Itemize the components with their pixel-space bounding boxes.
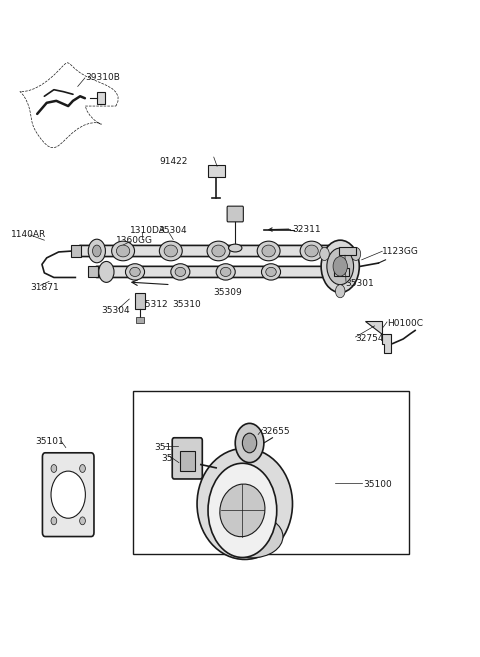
Text: 35312: 35312 [139, 300, 168, 309]
Ellipse shape [216, 263, 235, 280]
Circle shape [93, 245, 101, 257]
Bar [97, 93, 106, 104]
Circle shape [51, 471, 85, 518]
Ellipse shape [212, 245, 225, 257]
Polygon shape [20, 62, 118, 148]
Text: H0100C: H0100C [387, 319, 423, 328]
Ellipse shape [220, 267, 231, 277]
Circle shape [235, 423, 264, 463]
Text: 35310: 35310 [172, 300, 201, 309]
Text: 1140AR: 1140AR [11, 231, 46, 239]
FancyBboxPatch shape [42, 453, 94, 537]
Text: 35309: 35309 [214, 288, 242, 297]
Circle shape [242, 433, 257, 453]
Circle shape [351, 248, 360, 260]
Text: 32655: 32655 [262, 427, 290, 436]
Ellipse shape [305, 245, 318, 257]
Ellipse shape [257, 241, 280, 261]
Circle shape [51, 517, 57, 525]
Text: 32754: 32754 [356, 334, 384, 344]
Text: 35304: 35304 [158, 226, 187, 235]
Ellipse shape [207, 241, 230, 261]
FancyBboxPatch shape [172, 438, 202, 479]
Circle shape [80, 517, 85, 525]
Circle shape [336, 284, 345, 298]
Bar [207, 165, 225, 177]
Text: 1310DA: 1310DA [130, 226, 166, 235]
Bar [180, 451, 195, 471]
Text: 35101: 35101 [36, 436, 64, 445]
Ellipse shape [262, 263, 281, 280]
Circle shape [88, 239, 106, 263]
FancyBboxPatch shape [96, 266, 341, 277]
FancyBboxPatch shape [79, 246, 346, 256]
Circle shape [333, 256, 348, 276]
Bar [135, 292, 144, 309]
Ellipse shape [262, 245, 276, 257]
Bar [88, 266, 98, 277]
Ellipse shape [125, 263, 144, 280]
Ellipse shape [175, 267, 186, 277]
Text: 91422: 91422 [159, 156, 188, 166]
Bar [335, 267, 349, 276]
Circle shape [321, 240, 360, 292]
Circle shape [51, 464, 57, 472]
Ellipse shape [228, 244, 242, 252]
Text: 35156A: 35156A [161, 453, 196, 463]
Ellipse shape [266, 267, 276, 277]
Polygon shape [365, 321, 391, 353]
Ellipse shape [197, 448, 292, 560]
Ellipse shape [112, 241, 134, 261]
Text: 1123GG: 1123GG [382, 247, 419, 256]
Circle shape [327, 248, 354, 284]
Ellipse shape [171, 263, 190, 280]
Text: 39310B: 39310B [85, 74, 120, 82]
Bar [136, 317, 144, 323]
Circle shape [99, 261, 114, 283]
Circle shape [320, 248, 329, 260]
Ellipse shape [130, 267, 140, 277]
Text: 35304: 35304 [102, 306, 130, 315]
Circle shape [208, 463, 277, 558]
Text: 35150: 35150 [154, 443, 183, 452]
Ellipse shape [164, 245, 178, 257]
Bar [132, 391, 409, 555]
Circle shape [80, 464, 85, 472]
Text: 1360GG: 1360GG [116, 236, 153, 244]
Text: 32311: 32311 [292, 225, 321, 233]
Text: 35100: 35100 [363, 480, 392, 489]
Bar [71, 246, 81, 256]
Text: 31871: 31871 [30, 283, 59, 292]
FancyBboxPatch shape [227, 206, 243, 222]
Ellipse shape [300, 241, 323, 261]
Ellipse shape [221, 515, 283, 558]
Text: 35301: 35301 [345, 279, 374, 288]
Ellipse shape [220, 484, 265, 537]
Ellipse shape [159, 241, 182, 261]
Ellipse shape [116, 245, 130, 257]
Bar [339, 247, 356, 255]
